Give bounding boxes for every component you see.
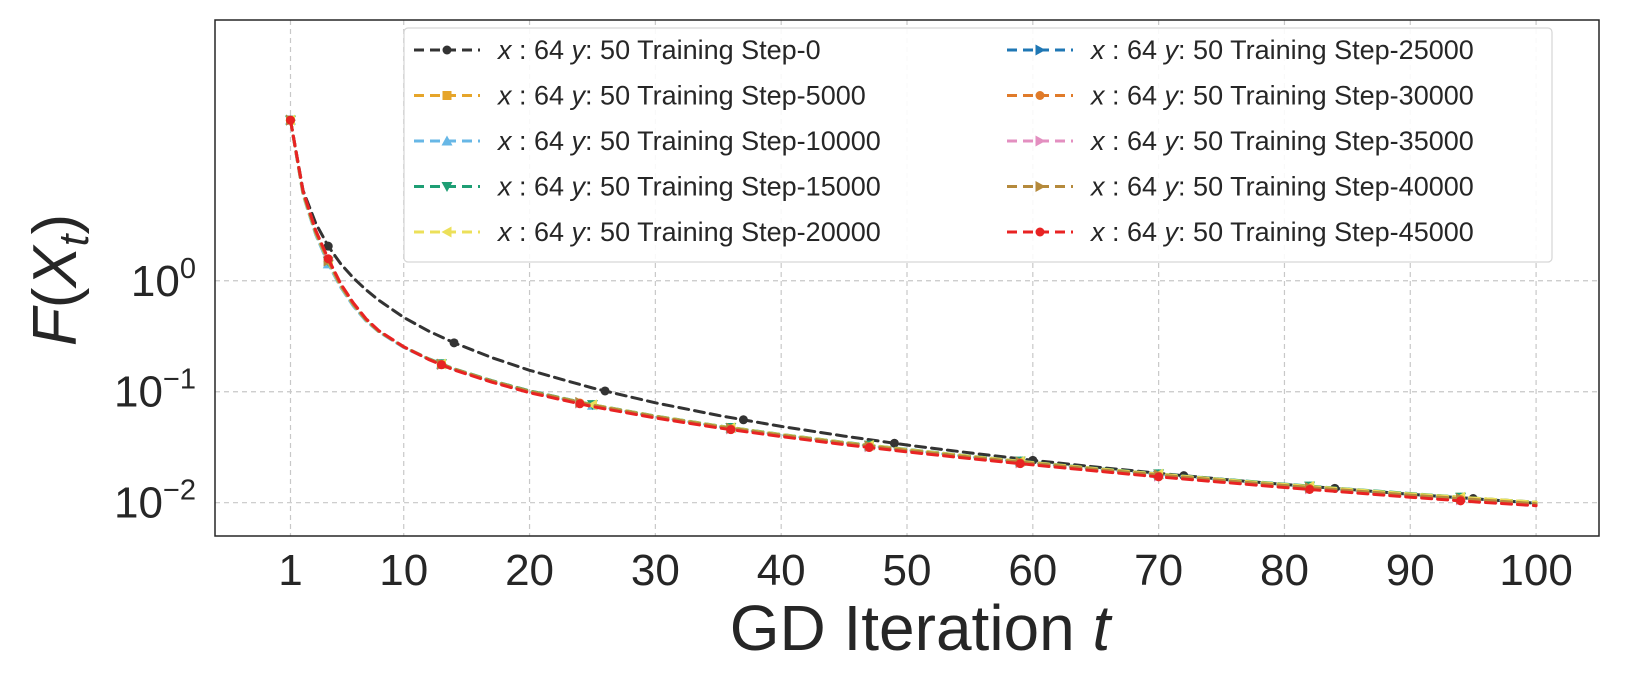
series-marker bbox=[864, 443, 874, 453]
series-marker bbox=[1015, 459, 1025, 469]
legend-label: x : 64 y: 50 Training Step-30000 bbox=[1089, 81, 1474, 111]
series-marker bbox=[449, 338, 459, 348]
x-tick-label: 90 bbox=[1386, 546, 1435, 595]
plot-frame bbox=[214, 19, 1600, 537]
legend-box bbox=[403, 27, 1553, 263]
x-tick-label: 100 bbox=[1499, 546, 1572, 595]
legend-swatch-marker bbox=[1035, 227, 1045, 237]
series-marker bbox=[323, 241, 333, 251]
x-tick-label: 30 bbox=[631, 546, 680, 595]
series-training-step-0 bbox=[285, 115, 1538, 505]
x-tick-label: 70 bbox=[1134, 546, 1183, 595]
legend-item: x : 64 y: 50 Training Step-5000 bbox=[414, 81, 866, 111]
x-tick-label: 60 bbox=[1008, 546, 1057, 595]
legend-swatch-marker bbox=[1035, 44, 1046, 56]
legend-label: x : 64 y: 50 Training Step-10000 bbox=[496, 126, 881, 156]
legend-label: x : 64 y: 50 Training Step-25000 bbox=[1089, 35, 1474, 65]
x-tick-labels: 1 10 20 30 40 50 60 70 80 90 100 bbox=[278, 546, 1573, 595]
series-layer bbox=[284, 114, 1538, 508]
series-marker bbox=[1456, 496, 1466, 506]
x-axis-title-var: t bbox=[1093, 592, 1113, 664]
legend-item: x : 64 y: 50 Training Step-15000 bbox=[414, 172, 881, 202]
legend-item: x : 64 y: 50 Training Step-30000 bbox=[1007, 81, 1474, 111]
y-tick-label: 10−1 bbox=[114, 364, 196, 417]
legend-label: x : 64 y: 50 Training Step-20000 bbox=[496, 217, 881, 247]
series-marker bbox=[323, 254, 333, 264]
y-tick-label: 10−2 bbox=[114, 475, 196, 528]
series-marker bbox=[726, 425, 736, 435]
series-training-step-45000 bbox=[285, 115, 1538, 508]
legend-label: x : 64 y: 50 Training Step-0 bbox=[496, 35, 821, 65]
x-tick-label: 10 bbox=[379, 546, 428, 595]
legend-label: x : 64 y: 50 Training Step-5000 bbox=[496, 81, 866, 111]
y-tick-labels: 100 10−1 10−2 bbox=[114, 253, 196, 528]
legend-label: x : 64 y: 50 Training Step-35000 bbox=[1089, 126, 1474, 156]
y-tick-label: 100 bbox=[131, 253, 196, 306]
series-marker bbox=[285, 115, 295, 125]
x-tick-label: 40 bbox=[757, 546, 806, 595]
x-tick-label: 1 bbox=[278, 546, 302, 595]
legend-item: x : 64 y: 50 Training Step-35000 bbox=[1007, 126, 1474, 156]
legend-item: x : 64 y: 50 Training Step-20000 bbox=[414, 217, 881, 247]
y-axis-title-func: F bbox=[21, 305, 90, 346]
legend-item: x : 64 y: 50 Training Step-40000 bbox=[1007, 172, 1474, 202]
y-axis-title-sub: t bbox=[50, 232, 97, 246]
legend-label: x : 64 y: 50 Training Step-15000 bbox=[496, 172, 881, 202]
series-marker bbox=[738, 415, 748, 425]
y-axis-title: F(Xt) bbox=[21, 214, 97, 346]
series-marker bbox=[600, 386, 610, 396]
x-tick-label: 20 bbox=[505, 546, 554, 595]
x-tick-label: 80 bbox=[1260, 546, 1309, 595]
legend-swatch-marker bbox=[441, 182, 453, 192]
legend-swatch-marker bbox=[1035, 181, 1046, 192]
legend-swatch-marker bbox=[1035, 91, 1045, 100]
legend-swatch-marker bbox=[442, 45, 452, 55]
series-marker bbox=[436, 360, 446, 370]
legend-item: x : 64 y: 50 Training Step-25000 bbox=[1007, 35, 1474, 65]
legend-label: x : 64 y: 50 Training Step-40000 bbox=[1089, 172, 1474, 202]
series-marker bbox=[889, 438, 899, 448]
series-marker bbox=[1305, 484, 1315, 494]
legend-item: x : 64 y: 50 Training Step-0 bbox=[414, 35, 821, 65]
legend: x : 64 y: 50 Training Step-0 x : 64 y: 50… bbox=[403, 27, 1553, 263]
x-axis-title: GD Iteration t bbox=[730, 592, 1113, 664]
y-axis-title-var: X bbox=[21, 244, 90, 290]
series-line bbox=[289, 118, 1538, 505]
x-tick-label: 50 bbox=[883, 546, 932, 595]
series-marker bbox=[1154, 472, 1164, 482]
legend-label: x : 64 y: 50 Training Step-45000 bbox=[1089, 217, 1474, 247]
legend-swatch-marker bbox=[1035, 135, 1046, 147]
legend-swatch-marker bbox=[442, 91, 452, 100]
legend-item: x : 64 y: 50 Training Step-10000 bbox=[414, 126, 881, 156]
legend-swatch-marker bbox=[441, 135, 453, 146]
series-marker bbox=[575, 399, 585, 409]
legend-item: x : 64 y: 50 Training Step-45000 bbox=[1007, 217, 1474, 247]
x-axis-title-text: GD Iteration bbox=[730, 592, 1093, 664]
legend-swatch-marker bbox=[441, 226, 452, 238]
